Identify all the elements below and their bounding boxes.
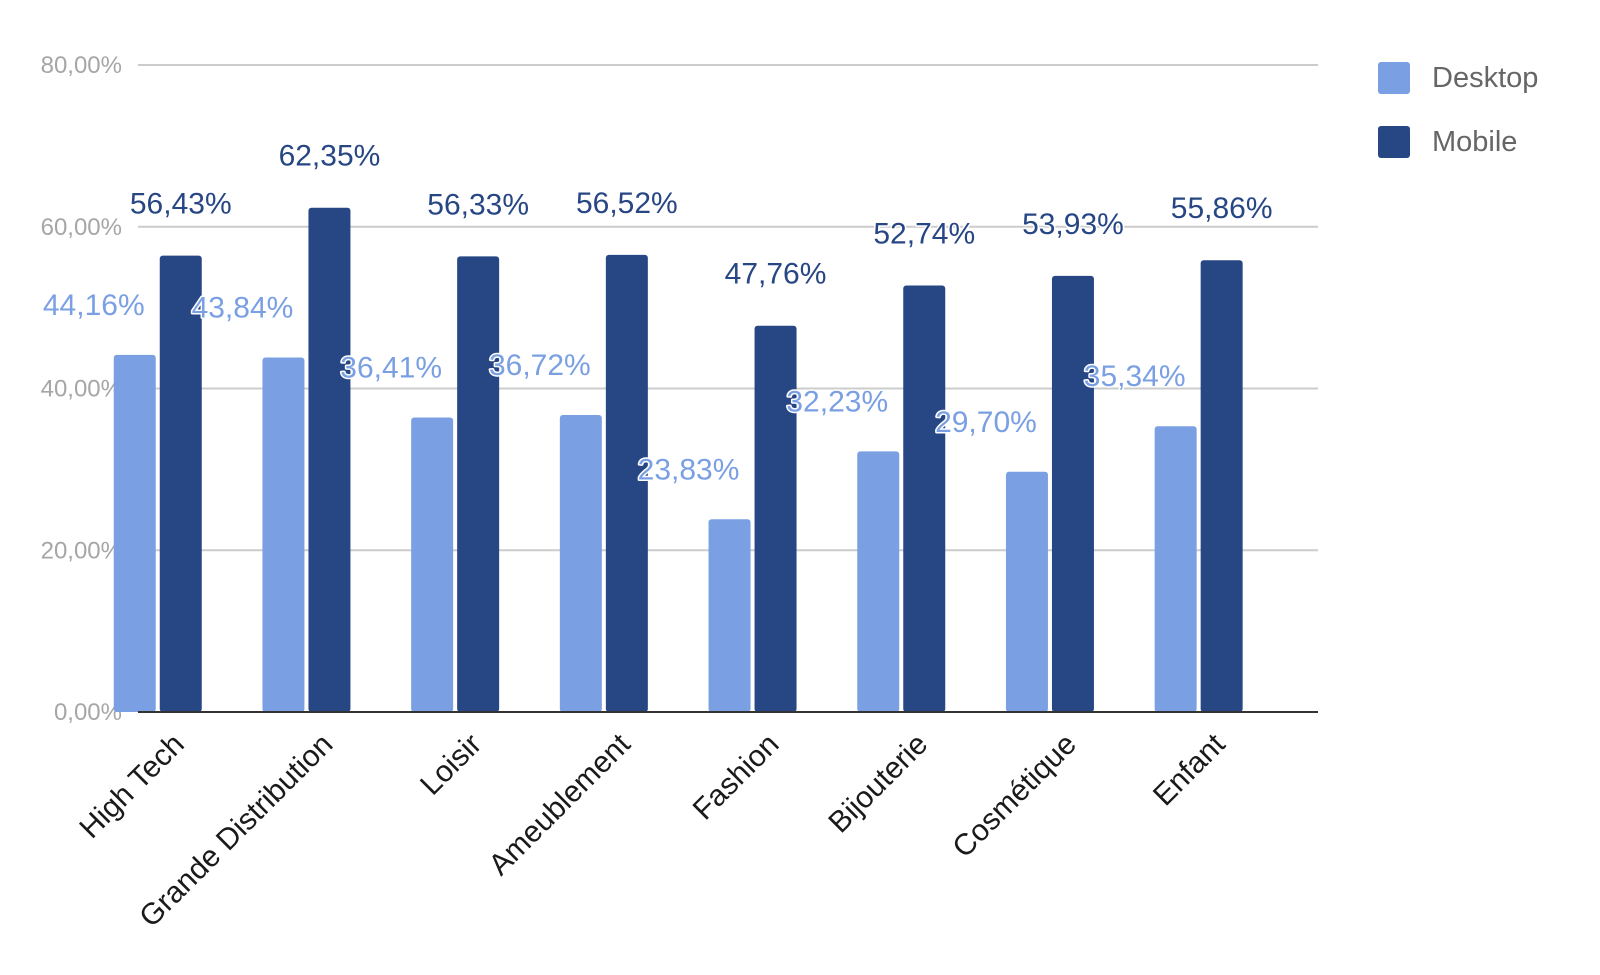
data-label-desktop: 35,34%: [1084, 360, 1186, 393]
bar-mobile: [457, 256, 500, 712]
data-label-mobile: 55,86%: [1171, 192, 1273, 225]
bar-desktop: [708, 519, 751, 712]
data-label-desktop: 43,84%: [192, 291, 294, 324]
y-tick-label: 20,00%: [41, 537, 122, 564]
x-tick-label: Bijouterie: [822, 728, 934, 840]
data-label-mobile: 52,74%: [873, 217, 975, 250]
x-tick-label: Ameublement: [483, 727, 638, 882]
legend-swatch-desktop: [1378, 62, 1410, 94]
legend-item-mobile: Mobile: [1378, 110, 1538, 174]
x-tick-label: High Tech: [73, 728, 190, 845]
bar-mobile: [754, 325, 797, 712]
y-tick-label: 80,00%: [41, 52, 122, 79]
data-label-desktop: 32,23%: [786, 385, 888, 418]
data-label-mobile: 56,52%: [576, 187, 678, 220]
data-label-desktop: 36,41%: [340, 352, 442, 385]
data-label-mobile: 56,33%: [427, 188, 529, 221]
bar-desktop: [411, 417, 454, 712]
x-tick-label: Fashion: [687, 728, 786, 827]
data-label-mobile: 56,43%: [130, 188, 232, 221]
legend-item-desktop: Desktop: [1378, 46, 1538, 110]
bar-desktop: [857, 451, 900, 712]
y-tick-label: 0,00%: [54, 699, 122, 726]
bar-desktop: [559, 415, 602, 712]
data-label-mobile: 62,35%: [279, 140, 381, 173]
legend: Desktop Mobile: [1378, 46, 1538, 174]
bar-mobile: [1200, 260, 1243, 712]
legend-label-mobile: Mobile: [1432, 125, 1518, 158]
data-label-mobile: 53,93%: [1022, 208, 1124, 241]
legend-label-desktop: Desktop: [1432, 61, 1539, 94]
data-label-mobile: 47,76%: [725, 258, 827, 291]
x-tick-label: Cosmétique: [946, 728, 1083, 865]
x-tick-label: Loisir: [414, 728, 488, 802]
bar-mobile: [605, 254, 648, 712]
bar-desktop: [113, 354, 156, 712]
bar-desktop: [262, 357, 305, 712]
x-tick-label: Enfant: [1147, 727, 1232, 812]
bar-mobile: [159, 255, 202, 712]
bar-mobile: [1051, 275, 1094, 712]
y-tick-label: 60,00%: [41, 214, 122, 241]
bar-mobile: [903, 285, 946, 712]
bar-desktop: [1154, 426, 1197, 712]
data-label-desktop: 44,16%: [43, 289, 145, 322]
data-label-desktop: 23,83%: [638, 453, 740, 486]
legend-swatch-mobile: [1378, 126, 1410, 158]
data-label-desktop: 36,72%: [489, 349, 591, 382]
y-tick-label: 40,00%: [41, 376, 122, 403]
bar-mobile: [308, 207, 351, 712]
data-label-desktop: 29,70%: [935, 406, 1037, 439]
bar-desktop: [1005, 471, 1048, 712]
